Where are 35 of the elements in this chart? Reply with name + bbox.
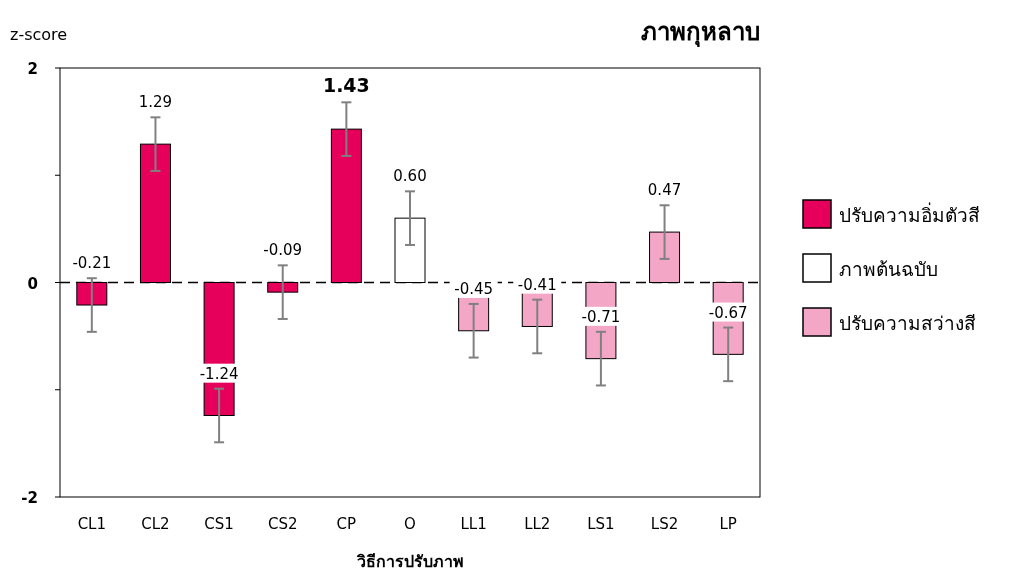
data-label: -0.09 <box>263 241 303 260</box>
bar <box>394 217 426 283</box>
legend-label: ภาพต้นฉบับ <box>839 258 938 280</box>
y-axis-title: z-score <box>10 25 68 44</box>
bar <box>649 231 681 283</box>
data-label: 0.47 <box>647 181 682 200</box>
data-label: 1.43 <box>322 74 370 97</box>
x-axis-title: วิธีการปรับภาพ <box>355 552 464 571</box>
x-tick-label: LP <box>719 515 737 533</box>
x-tick-label: CS2 <box>267 515 298 533</box>
data-label: -1.24 <box>199 364 239 383</box>
data-label: 0.60 <box>393 167 427 186</box>
chart-title: ภาพกุหลาบ <box>641 18 760 48</box>
data-label: -0.45 <box>454 279 494 298</box>
x-tick-label: LL2 <box>524 515 551 533</box>
bar <box>267 282 299 293</box>
legend-label: ปรับความสว่างสี <box>839 312 976 334</box>
x-tick-label: CP <box>336 515 357 533</box>
x-tick-label: LS2 <box>650 515 679 533</box>
y-tick-label: 0 <box>27 274 38 293</box>
x-tick-label: LL1 <box>460 515 487 533</box>
y-tick-label: -2 <box>21 489 38 507</box>
bar <box>330 128 362 283</box>
data-label: -0.67 <box>708 303 748 322</box>
data-label: 1.29 <box>138 93 173 112</box>
data-label: -0.21 <box>72 254 112 273</box>
data-label: -0.41 <box>517 275 557 294</box>
legend-label: ปรับความอิ่มตัวสี <box>839 202 980 226</box>
x-tick-label: CS1 <box>204 515 234 533</box>
y-tick-label: 2 <box>27 60 38 78</box>
x-tick-label: O <box>404 515 416 533</box>
x-tick-label: CL2 <box>141 515 170 533</box>
x-tick-label: LS1 <box>587 515 615 533</box>
x-tick-label: CL1 <box>77 515 107 533</box>
data-label: -0.71 <box>581 307 621 326</box>
